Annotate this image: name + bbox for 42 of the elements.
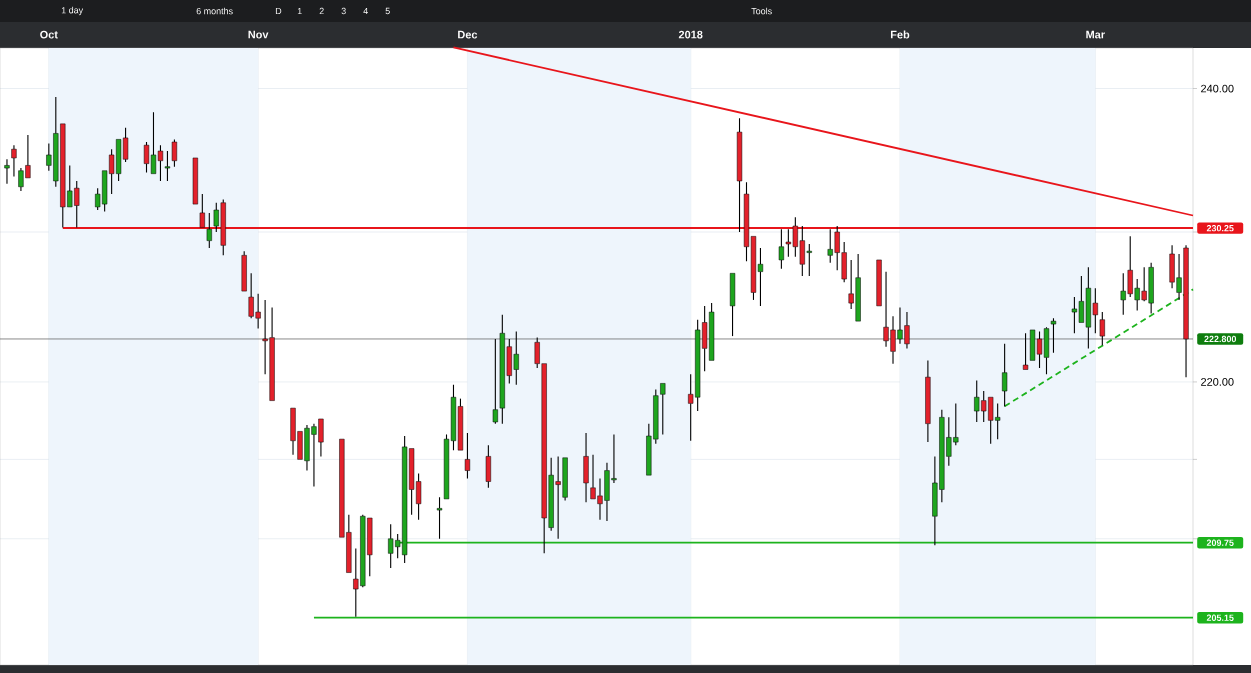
ref-line-label: 222.800: [1204, 335, 1237, 343]
candlestick: [736, 117, 743, 233]
candlestick: [206, 212, 212, 249]
candlestick: [583, 432, 589, 503]
text: 1 day: [61, 6, 84, 16]
candlestick: [164, 150, 171, 182]
candlestick: [876, 259, 882, 307]
candlestick: [492, 338, 498, 425]
candlestick: [171, 138, 178, 168]
candlestick: [1022, 332, 1029, 370]
x-tick-label: Feb: [890, 30, 910, 39]
candlestick: [925, 359, 931, 443]
series-label: 205.15: [1206, 614, 1234, 621]
y-tick-label: 220.00: [1201, 378, 1234, 386]
x-tick-label: 2018: [678, 30, 703, 39]
candlestick: [1002, 343, 1008, 407]
candlestick: [11, 144, 17, 178]
x-tick-label: Dec: [458, 30, 478, 39]
candlestick: [1050, 317, 1057, 354]
x-tick-label: Nov: [248, 30, 269, 39]
text: 1: [297, 7, 302, 15]
candlestick: [729, 273, 736, 337]
x-tick-label: Oct: [40, 30, 58, 39]
candlestick: [436, 496, 443, 540]
candlestick: [464, 432, 471, 479]
candlestick: [192, 157, 198, 205]
text: D: [275, 7, 282, 15]
y-tick-label: 240.00: [1201, 84, 1234, 93]
x-tick-label: Mar: [1086, 30, 1105, 39]
candlestick: [778, 228, 785, 270]
candlestick: [4, 158, 10, 185]
text: 3: [341, 7, 346, 15]
text: Tools: [751, 7, 772, 15]
candlestick: [199, 193, 205, 228]
series-label: 230.25: [1206, 225, 1234, 232]
text: 4: [363, 7, 368, 15]
series-label: 209.75: [1206, 539, 1234, 546]
candlestick: [1099, 311, 1105, 346]
candlestick: [660, 383, 666, 435]
text: 2: [319, 7, 324, 15]
text: 5: [385, 7, 390, 15]
text: 6 months: [196, 7, 233, 15]
